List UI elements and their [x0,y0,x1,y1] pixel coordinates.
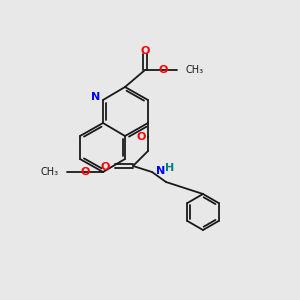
Text: N: N [92,92,100,102]
Text: O: O [136,132,146,142]
Text: O: O [100,162,110,172]
Text: H: H [165,163,174,173]
Text: CH₃: CH₃ [41,167,59,177]
Text: N: N [156,166,165,176]
Text: CH₃: CH₃ [186,65,204,75]
Text: O: O [80,167,90,177]
Text: O: O [140,46,150,56]
Text: O: O [158,65,168,75]
